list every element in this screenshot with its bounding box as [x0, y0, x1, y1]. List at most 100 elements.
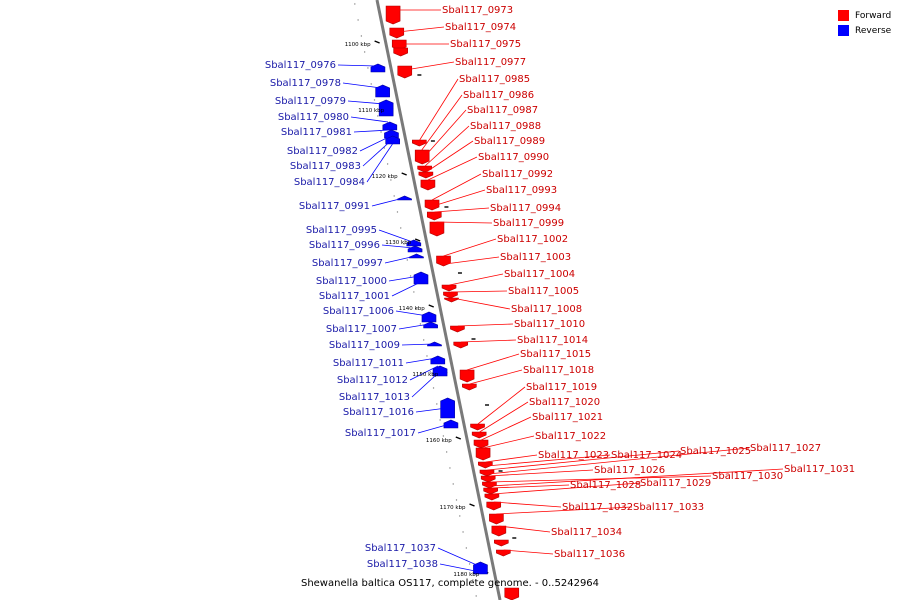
- gene-label-sbal117-1007[interactable]: Sbal117_1007: [326, 324, 397, 335]
- gene-label-sbal117-0991[interactable]: Sbal117_0991: [299, 201, 370, 212]
- guide-dot: [452, 483, 454, 485]
- tick-label: 1140 kbp: [399, 306, 425, 312]
- gene-label-sbal117-0997[interactable]: Sbal117_0997: [312, 258, 383, 269]
- gene-label-sbal117-0978[interactable]: Sbal117_0978: [270, 78, 341, 89]
- gene-label-sbal117-1011[interactable]: Sbal117_1011: [333, 358, 404, 369]
- leader-line: [398, 323, 430, 330]
- leader-line: [421, 94, 463, 151]
- gene-label-sbal117-1010[interactable]: Sbal117_1010: [514, 319, 585, 330]
- guide-dot: [409, 275, 412, 277]
- gene-label-sbal117-1029[interactable]: Sbal117_1029: [640, 478, 711, 489]
- gene-label-sbal117-0973[interactable]: Sbal117_0973: [442, 5, 513, 16]
- gene-label-sbal117-0982[interactable]: Sbal117_0982: [287, 146, 358, 157]
- gene-label-sbal117-0984[interactable]: Sbal117_0984: [294, 177, 365, 188]
- gene-label-sbal117-0995[interactable]: Sbal117_0995: [306, 225, 377, 236]
- gene-label-sbal117-0986[interactable]: Sbal117_0986: [463, 90, 534, 101]
- forward-gene-feature: [453, 341, 469, 349]
- gene-label-sbal117-1024[interactable]: Sbal117_1024: [611, 450, 682, 461]
- gene-label-sbal117-1027[interactable]: Sbal117_1027: [750, 443, 821, 454]
- tick-mark: [428, 304, 434, 308]
- gene-label-sbal117-1022[interactable]: Sbal117_1022: [535, 431, 606, 442]
- leader-line: [439, 563, 481, 573]
- gene-label-sbal117-0999[interactable]: Sbal117_0999: [493, 218, 564, 229]
- leader-line: [337, 64, 377, 67]
- leader-line: [489, 475, 712, 483]
- gene-label-sbal117-0992[interactable]: Sbal117_0992: [482, 169, 553, 180]
- gene-label-sbal117-0975[interactable]: Sbal117_0975: [450, 39, 521, 50]
- gene-label-sbal117-1025[interactable]: Sbal117_1025: [680, 446, 751, 457]
- gene-label-sbal117-1012[interactable]: Sbal117_1012: [337, 375, 408, 386]
- guide-dot: [357, 19, 359, 21]
- gene-label-sbal117-0996[interactable]: Sbal117_0996: [309, 240, 380, 251]
- gene-label-sbal117-0990[interactable]: Sbal117_0990: [478, 152, 549, 163]
- gene-label-sbal117-1021[interactable]: Sbal117_1021: [532, 412, 603, 423]
- gene-label-sbal117-0979[interactable]: Sbal117_0979: [275, 96, 346, 107]
- gene-label-sbal117-1008[interactable]: Sbal117_1008: [511, 304, 582, 315]
- forward-gene-feature: [475, 447, 491, 461]
- leader-line: [423, 109, 467, 159]
- gene-label-sbal117-1030[interactable]: Sbal117_1030: [712, 471, 783, 482]
- gene-label-sbal117-1018[interactable]: Sbal117_1018: [523, 365, 594, 376]
- legend-forward: Forward: [838, 8, 891, 23]
- gene-label-sbal117-1023[interactable]: Sbal117_1023: [538, 450, 609, 461]
- gene-label-sbal117-0985[interactable]: Sbal117_0985: [459, 74, 530, 85]
- forward-gene-feature: [385, 5, 401, 25]
- gene-label-sbal117-1015[interactable]: Sbal117_1015: [520, 349, 591, 360]
- gene-label-sbal117-1036[interactable]: Sbal117_1036: [554, 549, 625, 560]
- tick-mark: [455, 436, 462, 440]
- leader-line: [491, 484, 570, 489]
- tick-mark: [414, 238, 421, 242]
- forward-gene-feature: [480, 475, 496, 483]
- gene-label-sbal117-1028[interactable]: Sbal117_1028: [570, 480, 641, 491]
- gene-label-sbal117-1032[interactable]: Sbal117_1032: [562, 502, 633, 513]
- gene-features: [370, 5, 520, 600]
- gene-label-sbal117-0980[interactable]: Sbal117_0980: [278, 112, 349, 123]
- gene-label-sbal117-0983[interactable]: Sbal117_0983: [290, 161, 361, 172]
- guide-dot: [455, 499, 458, 501]
- leader-line: [371, 197, 404, 207]
- gene-label-sbal117-1038[interactable]: Sbal117_1038: [367, 559, 438, 570]
- forward-gene-feature: [491, 525, 507, 537]
- guide-dot: [475, 595, 477, 597]
- gene-label-sbal117-1000[interactable]: Sbal117_1000: [316, 276, 387, 287]
- gene-label-sbal117-1037[interactable]: Sbal117_1037: [365, 543, 436, 554]
- leader-line: [461, 339, 517, 343]
- gene-label-sbal117-1034[interactable]: Sbal117_1034: [551, 527, 622, 538]
- gene-label-sbal117-1002[interactable]: Sbal117_1002: [497, 234, 568, 245]
- leader-line: [397, 26, 445, 33]
- gene-label-sbal117-0974[interactable]: Sbal117_0974: [445, 22, 516, 33]
- gene-label-sbal117-1026[interactable]: Sbal117_1026: [594, 465, 665, 476]
- gene-label-sbal117-0988[interactable]: Sbal117_0988: [470, 121, 541, 132]
- leader-line: [353, 129, 390, 133]
- gene-label-sbal117-1017[interactable]: Sbal117_1017: [345, 428, 416, 439]
- gene-label-sbal117-1009[interactable]: Sbal117_1009: [329, 340, 400, 351]
- gene-label-sbal117-0981[interactable]: Sbal117_0981: [281, 127, 352, 138]
- guide-dot: [436, 403, 438, 405]
- gene-label-sbal117-0993[interactable]: Sbal117_0993: [486, 185, 557, 196]
- gene-label-sbal117-0987[interactable]: Sbal117_0987: [467, 105, 538, 116]
- reverse-swatch: [838, 25, 849, 36]
- gene-label-sbal117-1031[interactable]: Sbal117_1031: [784, 464, 855, 475]
- gene-label-sbal117-1019[interactable]: Sbal117_1019: [526, 382, 597, 393]
- gene-label-sbal117-1006[interactable]: Sbal117_1006: [323, 306, 394, 317]
- gene-label-sbal117-1033[interactable]: Sbal117_1033: [633, 502, 704, 513]
- gene-label-sbal117-1004[interactable]: Sbal117_1004: [504, 269, 575, 280]
- leader-line: [378, 229, 413, 243]
- gene-label-sbal117-1003[interactable]: Sbal117_1003: [500, 252, 571, 263]
- guide-dot: [465, 547, 468, 549]
- gene-label-sbal117-0977[interactable]: Sbal117_0977: [455, 57, 526, 68]
- gene-label-sbal117-1014[interactable]: Sbal117_1014: [517, 335, 588, 346]
- gene-label-sbal117-1005[interactable]: Sbal117_1005: [508, 286, 579, 297]
- gene-label-sbal117-1016[interactable]: Sbal117_1016: [343, 407, 414, 418]
- gene-label-sbal117-0994[interactable]: Sbal117_0994: [490, 203, 561, 214]
- gene-label-sbal117-0989[interactable]: Sbal117_0989: [474, 136, 545, 147]
- reverse-gene-feature: [421, 311, 437, 323]
- guide-dot: [445, 451, 448, 453]
- gene-label-sbal117-1020[interactable]: Sbal117_1020: [529, 397, 600, 408]
- forward-gene-feature: [482, 481, 497, 489]
- gene-label-sbal117-1001[interactable]: Sbal117_1001: [319, 291, 390, 302]
- leader-line: [487, 450, 680, 471]
- gene-label-sbal117-1013[interactable]: Sbal117_1013: [339, 392, 410, 403]
- gene-label-sbal117-0976[interactable]: Sbal117_0976: [265, 60, 336, 71]
- leader-line: [469, 369, 523, 385]
